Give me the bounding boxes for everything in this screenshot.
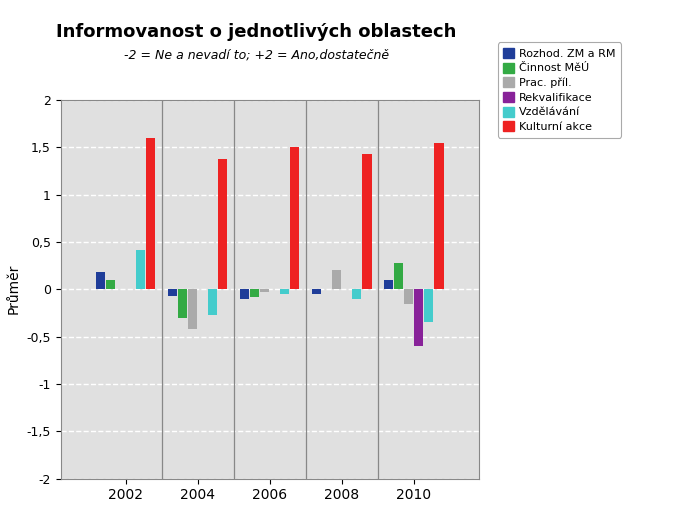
- Text: Informovanost o jednotlivých oblastech: Informovanost o jednotlivých oblastech: [56, 23, 456, 41]
- Bar: [394, 263, 403, 289]
- Bar: [434, 143, 443, 289]
- Bar: [188, 289, 197, 329]
- Text: -2 = Ne a nevadí to; +2 = Ano,dostatečně: -2 = Ne a nevadí to; +2 = Ano,dostatečně: [123, 49, 389, 62]
- Bar: [404, 289, 413, 304]
- Bar: [384, 280, 393, 289]
- Bar: [106, 280, 115, 289]
- Bar: [240, 289, 249, 299]
- Y-axis label: Průměr: Průměr: [7, 264, 21, 315]
- Bar: [168, 289, 177, 296]
- Bar: [290, 147, 299, 289]
- Bar: [424, 289, 433, 322]
- Bar: [414, 289, 423, 346]
- Bar: [178, 289, 187, 318]
- Bar: [146, 138, 156, 289]
- Bar: [96, 272, 105, 289]
- Bar: [312, 289, 321, 294]
- Bar: [280, 289, 289, 294]
- Bar: [218, 159, 227, 289]
- Bar: [332, 270, 341, 289]
- Bar: [362, 154, 371, 289]
- Bar: [250, 289, 259, 297]
- Legend: Rozhod. ZM a RM, Činnost MěÚ, Prac. příl., Rekvalifikace, Vzdělávání, Kulturní a: Rozhod. ZM a RM, Činnost MěÚ, Prac. příl…: [497, 43, 621, 138]
- Bar: [208, 289, 217, 315]
- Bar: [260, 289, 269, 292]
- Bar: [352, 289, 361, 299]
- Bar: [136, 249, 146, 289]
